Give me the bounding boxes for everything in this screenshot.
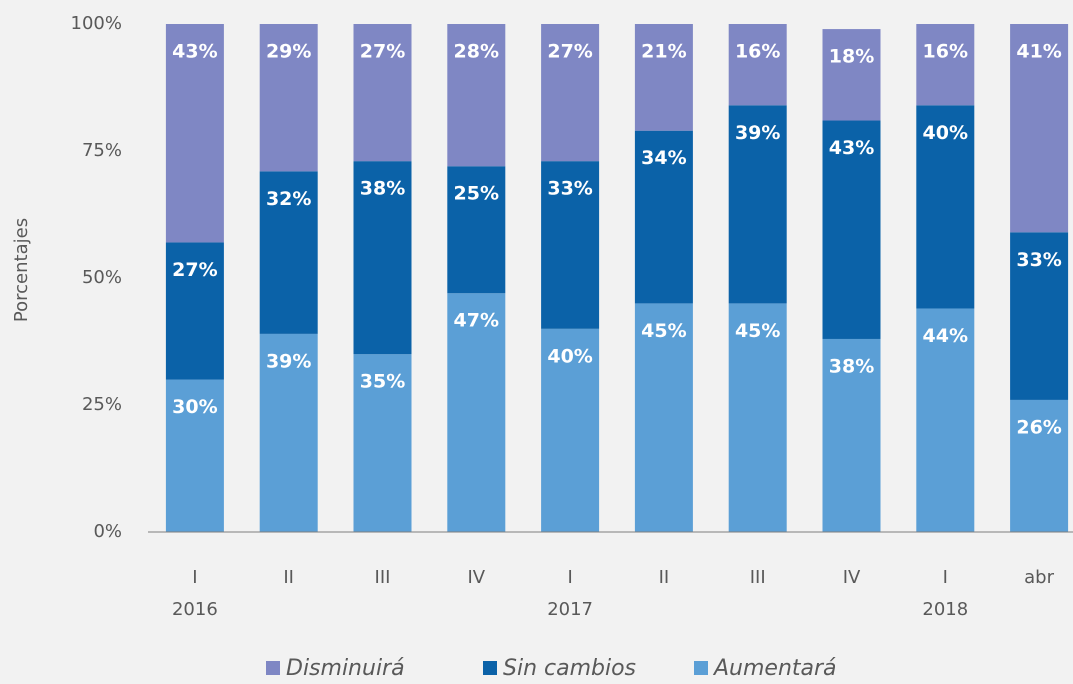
bar-segment bbox=[634, 303, 693, 532]
legend-swatch bbox=[266, 661, 280, 675]
bar-segment bbox=[728, 105, 787, 304]
bar-segment bbox=[728, 24, 787, 106]
bar-segment bbox=[541, 161, 600, 329]
bar-segment bbox=[1010, 399, 1069, 532]
y-axis-label: Porcentajes bbox=[11, 218, 32, 322]
value-label: 16% bbox=[735, 41, 780, 63]
bar-segment bbox=[165, 379, 224, 532]
x-tick-label: III bbox=[375, 567, 391, 588]
x-tick-label: II bbox=[659, 567, 670, 588]
x-group-label: 2016 bbox=[172, 599, 218, 620]
bar-segment bbox=[165, 242, 224, 380]
bar-segment bbox=[165, 24, 224, 243]
y-tick-label: 25% bbox=[82, 394, 122, 415]
x-tick-label: I bbox=[567, 567, 572, 588]
legend-label: Aumentará bbox=[712, 656, 837, 681]
bar-segment bbox=[353, 354, 412, 532]
value-label: 33% bbox=[1016, 249, 1061, 271]
bar-segment bbox=[822, 338, 881, 532]
x-tick-label: II bbox=[283, 567, 294, 588]
value-label: 27% bbox=[360, 41, 405, 63]
value-label: 43% bbox=[829, 137, 874, 159]
value-label: 30% bbox=[172, 396, 217, 418]
value-label: 40% bbox=[547, 345, 592, 367]
bar-segment bbox=[916, 105, 975, 309]
value-label: 25% bbox=[454, 183, 499, 205]
bar-segment bbox=[916, 24, 975, 106]
bar-segment bbox=[1010, 24, 1069, 233]
value-label: 18% bbox=[829, 46, 874, 68]
y-tick-label: 100% bbox=[71, 13, 122, 34]
bar-segment bbox=[259, 171, 318, 334]
legend-label: Sin cambios bbox=[503, 656, 636, 681]
y-tick-label: 50% bbox=[82, 267, 122, 288]
value-label: 26% bbox=[1016, 416, 1061, 438]
bar-segment bbox=[541, 24, 600, 162]
y-tick-label: 0% bbox=[93, 521, 122, 542]
bar-segment bbox=[728, 303, 787, 532]
value-label: 21% bbox=[641, 41, 686, 63]
value-label: 47% bbox=[454, 310, 499, 332]
value-label: 29% bbox=[266, 41, 311, 63]
bar-segment bbox=[447, 166, 506, 294]
value-label: 32% bbox=[266, 188, 311, 210]
value-label: 45% bbox=[735, 320, 780, 342]
x-tick-label: abr bbox=[1024, 567, 1054, 588]
bar-segment bbox=[822, 29, 881, 121]
value-label: 33% bbox=[547, 178, 592, 200]
bar-segment bbox=[259, 333, 318, 532]
value-label: 27% bbox=[547, 41, 592, 63]
value-label: 38% bbox=[829, 355, 874, 377]
x-group-label: 2018 bbox=[922, 599, 968, 620]
value-label: 43% bbox=[172, 41, 217, 63]
x-tick-label: I bbox=[943, 567, 948, 588]
bar-segment bbox=[541, 328, 600, 532]
value-label: 41% bbox=[1016, 41, 1061, 63]
bar-segment bbox=[447, 293, 506, 532]
legend-swatch bbox=[694, 661, 708, 675]
bar-segment bbox=[634, 130, 693, 304]
value-label: 27% bbox=[172, 259, 217, 281]
bar-segment bbox=[634, 24, 693, 131]
x-tick-label: I bbox=[192, 567, 197, 588]
value-label: 39% bbox=[735, 122, 780, 144]
value-label: 34% bbox=[641, 147, 686, 169]
value-label: 40% bbox=[923, 122, 968, 144]
value-label: 38% bbox=[360, 178, 405, 200]
x-group-label: 2017 bbox=[547, 599, 593, 620]
bar-segment bbox=[353, 24, 412, 162]
legend-label: Disminuirá bbox=[286, 656, 405, 681]
bar-segment bbox=[822, 120, 881, 339]
bar-segment bbox=[353, 161, 412, 355]
value-label: 44% bbox=[923, 325, 968, 347]
bar-segment bbox=[447, 24, 506, 167]
x-tick-label: IV bbox=[843, 567, 861, 588]
value-label: 28% bbox=[454, 41, 499, 63]
bar-segment bbox=[259, 24, 318, 172]
value-label: 45% bbox=[641, 320, 686, 342]
bar-segment bbox=[916, 308, 975, 532]
value-label: 16% bbox=[923, 41, 968, 63]
legend-swatch bbox=[483, 661, 497, 675]
value-label: 39% bbox=[266, 350, 311, 372]
x-tick-label: III bbox=[750, 567, 766, 588]
value-label: 35% bbox=[360, 371, 405, 393]
x-tick-label: IV bbox=[467, 567, 485, 588]
bar-segment bbox=[1010, 232, 1069, 400]
y-tick-label: 75% bbox=[82, 140, 122, 161]
